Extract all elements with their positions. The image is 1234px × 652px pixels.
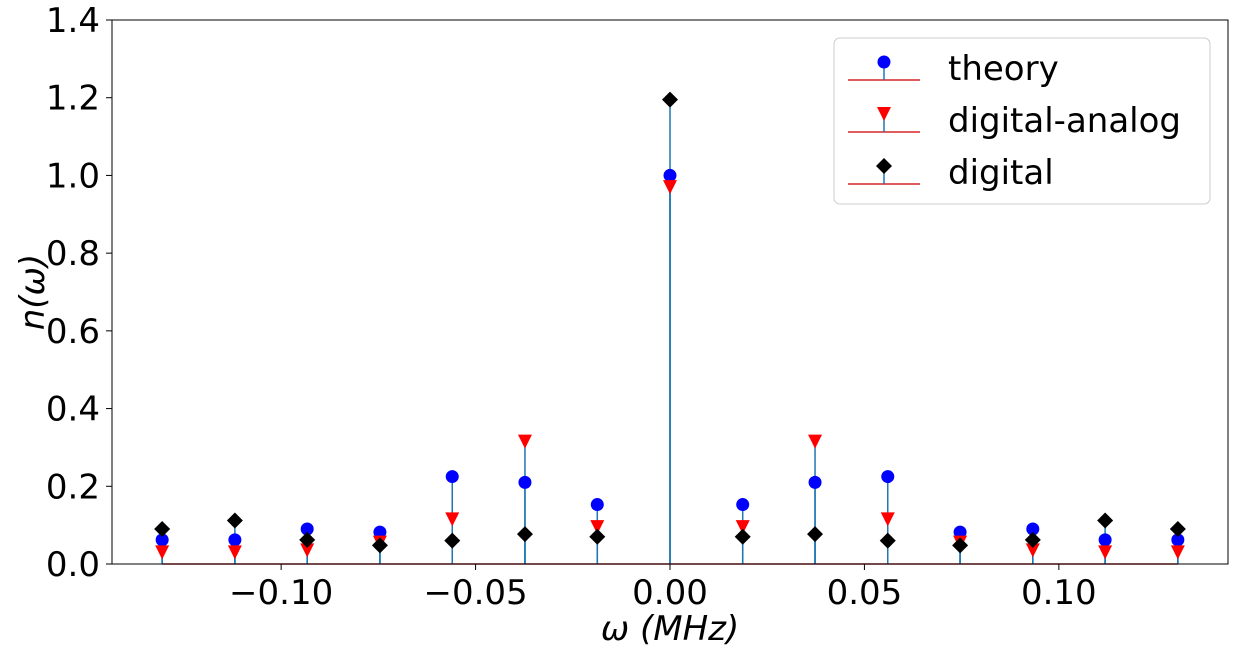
x-axis-label: ω (MHz) [601, 609, 740, 649]
legend-label: theory [948, 49, 1059, 89]
digital-marker [516, 526, 533, 543]
digital-marker [154, 521, 171, 538]
theory-marker [228, 533, 242, 547]
theory-marker [881, 470, 895, 484]
x-tick-label: 0.00 [632, 573, 708, 613]
series-digital-analog [155, 180, 1185, 560]
theory-marker [300, 522, 314, 536]
theory-marker [1171, 533, 1185, 547]
digital-analog-marker [155, 545, 170, 560]
digital-analog-marker [735, 520, 750, 535]
legend-marker [877, 107, 891, 121]
y-tick-label: 0.6 [46, 312, 100, 352]
legend: theory digital-analog digital [833, 37, 1211, 205]
digital-analog-marker [227, 545, 242, 560]
digital-marker [1169, 521, 1186, 538]
digital-analog-marker [445, 512, 460, 527]
digital-marker [444, 532, 461, 549]
digital-marker [662, 91, 678, 108]
x-tick-label: 0.10 [1021, 573, 1097, 613]
theory-marker [808, 475, 822, 489]
data-markers [154, 91, 1186, 560]
theory-marker [518, 475, 532, 489]
legend-box [833, 37, 1211, 205]
y-tick-label: 0.2 [46, 467, 100, 507]
digital-analog-marker [590, 520, 605, 535]
series-theory [155, 168, 1185, 547]
y-tick-label: 1.4 [46, 1, 100, 41]
legend-entry-digital: digital [848, 153, 1054, 193]
y-axis-label: n(ω) [13, 254, 53, 331]
legend-entry-digital-analog: digital-analog [848, 101, 1181, 141]
x-tick-label: −0.10 [229, 573, 333, 613]
y-axis-ticks: 0.0 0.2 0.4 0.6 0.8 1.0 1.2 1.4 [46, 1, 112, 585]
y-tick-label: 0.4 [46, 390, 100, 430]
series-digital [154, 91, 1186, 554]
digital-marker [1024, 531, 1041, 548]
digital-marker [1097, 512, 1114, 529]
digital-marker [879, 532, 896, 549]
digital-marker [952, 537, 969, 554]
legend-label: digital [948, 153, 1054, 193]
theory-marker [1026, 522, 1040, 536]
digital-analog-marker [880, 512, 895, 527]
theory-marker [590, 498, 604, 512]
digital-analog-marker [1025, 543, 1040, 558]
theory-marker [736, 498, 750, 512]
theory-marker [1098, 533, 1112, 547]
digital-marker [371, 537, 388, 554]
x-axis-ticks: −0.10 −0.05 0.00 0.05 0.10 [229, 564, 1097, 613]
digital-analog-marker [517, 434, 532, 449]
legend-marker [876, 158, 892, 174]
theory-marker [953, 525, 967, 539]
theory-marker [373, 525, 387, 539]
digital-marker [299, 531, 316, 548]
digital-analog-marker [1098, 545, 1113, 560]
y-tick-label: 0.8 [46, 234, 100, 274]
digital-analog-marker [1170, 545, 1185, 560]
digital-marker [807, 526, 824, 543]
theory-marker [155, 533, 169, 547]
digital-analog-marker [300, 543, 315, 558]
digital-marker [734, 528, 751, 545]
legend-entry-theory: theory [848, 49, 1059, 89]
digital-analog-marker [663, 180, 677, 195]
y-tick-label: 1.2 [46, 79, 100, 119]
x-tick-label: 0.05 [827, 573, 903, 613]
legend-marker [877, 55, 891, 69]
legend-label: digital-analog [948, 101, 1181, 141]
digital-marker [589, 528, 606, 545]
y-tick-label: 1.0 [46, 156, 100, 196]
digital-analog-marker [808, 434, 823, 449]
y-tick-label: 0.0 [46, 545, 100, 585]
digital-marker [226, 512, 243, 529]
x-tick-label: −0.05 [423, 573, 527, 613]
theory-marker [445, 470, 459, 484]
theory-marker [663, 168, 677, 182]
